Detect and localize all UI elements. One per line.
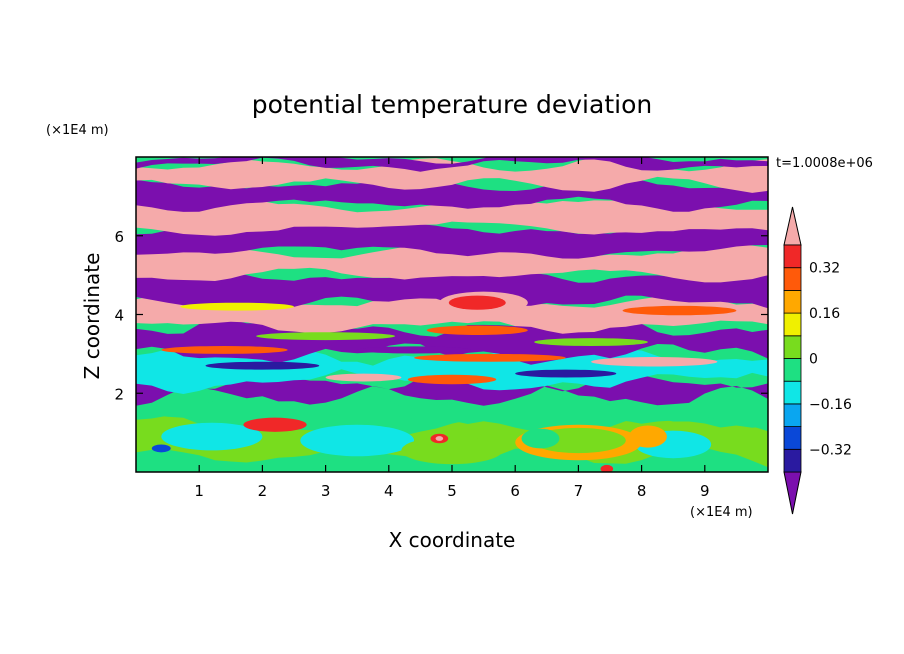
warm-streak (414, 353, 566, 362)
warm-streak (426, 325, 528, 335)
y-tick-label: 6 (114, 228, 124, 246)
x-tick-label: 1 (194, 482, 204, 500)
cold-streak (357, 346, 471, 354)
colorbar-label: 0 (809, 352, 818, 368)
contour-band-10 (136, 198, 768, 236)
contour-band-9 (136, 220, 768, 259)
hot-spot (600, 464, 614, 472)
warm-streak (591, 357, 718, 367)
colorbar-label: 0.16 (809, 306, 840, 322)
contour-band-8 (136, 244, 768, 283)
warm-streak (243, 417, 307, 432)
warm-streak (180, 302, 294, 311)
neutral-streak (534, 338, 648, 346)
contour-band-7 (136, 267, 768, 310)
colorbar-extend-high (783, 206, 802, 246)
colorbar-label: 0.32 (809, 261, 840, 277)
x-tick-label: 4 (384, 482, 394, 500)
cold-cell (161, 422, 263, 451)
colorbar-swatch (783, 244, 802, 269)
colorbar-swatch (783, 312, 802, 337)
cold-streak (515, 369, 617, 378)
contour-band-6 (136, 294, 768, 334)
time-label: t=1.0008e+06 (776, 156, 873, 171)
colorbar-swatch (783, 380, 802, 405)
warm-streak (622, 305, 737, 316)
y-axis-ticks: 2 4 6 (114, 228, 768, 403)
x-tick-label: 2 (258, 482, 268, 500)
cold-streak (205, 361, 320, 370)
bubble-inner (521, 428, 560, 449)
colorbar-swatch (783, 403, 802, 427)
colorbar-swatch (783, 335, 802, 359)
warm-core-inner (448, 295, 506, 310)
colorbar-label: −0.32 (809, 442, 852, 458)
contour-field (136, 157, 768, 472)
colorbar-extend-low (783, 471, 802, 515)
y-tick-label: 4 (114, 307, 124, 325)
hot-spot-core (435, 436, 444, 441)
colorbar: 0.32 0.16 0 −0.16 −0.32 (783, 206, 852, 515)
colorbar-swatch (783, 358, 802, 382)
warm-streak (161, 346, 288, 354)
x-axis-title: X coordinate (389, 528, 516, 552)
chart-title: potential temperature deviation (252, 90, 652, 119)
x-tick-label: 3 (321, 482, 331, 500)
warm-streak (407, 374, 497, 385)
warm-streak (325, 373, 402, 382)
colorbar-swatch (783, 267, 802, 291)
x-tick-label: 6 (510, 482, 520, 500)
y-unit-label: (×1E4 m) (46, 123, 109, 138)
neutral-streak (256, 332, 396, 341)
x-tick-label: 5 (447, 482, 457, 500)
contour-band-13 (136, 157, 768, 172)
warm-cell (401, 436, 503, 465)
contour-band-12 (136, 157, 768, 193)
y-axis-title: Z coordinate (80, 253, 104, 380)
x-tick-label: 7 (574, 482, 584, 500)
x-tick-label: 8 (637, 482, 647, 500)
colorbar-swatch (783, 426, 802, 450)
cold-spot (151, 444, 171, 453)
y-tick-label: 2 (114, 385, 124, 403)
colorbar-swatch (783, 448, 802, 473)
warm-cell (628, 425, 667, 448)
cold-cell (300, 424, 415, 457)
x-axis-ticks: 1 2 3 4 5 6 7 8 9 (194, 157, 710, 500)
x-unit-label: (×1E4 m) (690, 505, 753, 520)
x-tick-label: 9 (700, 482, 710, 500)
colorbar-swatch (783, 289, 802, 314)
colorbar-label: −0.16 (809, 397, 852, 413)
